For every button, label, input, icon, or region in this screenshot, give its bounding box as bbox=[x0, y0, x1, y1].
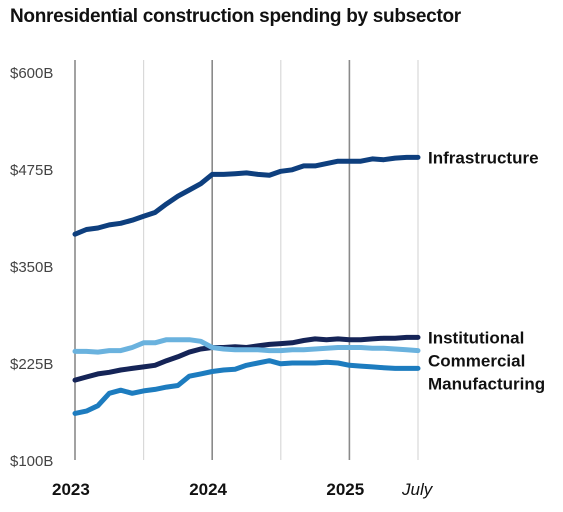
y-tick-label: $225B bbox=[10, 356, 53, 373]
y-tick-label: $475B bbox=[10, 162, 53, 179]
x-tick-label: 2024 bbox=[189, 480, 227, 499]
y-tick-label: $600B bbox=[10, 65, 53, 82]
series-label-institutional: Institutional bbox=[428, 328, 524, 347]
x-tick-label: 2025 bbox=[326, 480, 364, 499]
y-tick-label: $100B bbox=[10, 453, 53, 470]
series-labels: Infrastructure Institutional Commercial Man… bbox=[428, 148, 545, 393]
series-label-manufacturing: Manufacturing bbox=[428, 374, 545, 393]
series-lines bbox=[72, 154, 421, 416]
series-line-commercial bbox=[72, 337, 421, 355]
x-tick-label: 2023 bbox=[52, 480, 90, 499]
series-label-commercial: Commercial bbox=[428, 351, 525, 370]
y-tick-label: $350B bbox=[10, 259, 53, 276]
x-tick-label: July bbox=[401, 480, 434, 499]
y-axis-ticks: $100B $225B $350B $475B $600B bbox=[10, 65, 53, 470]
grid-lines bbox=[74, 60, 419, 460]
series-line-institutional bbox=[72, 334, 421, 383]
series-line-infrastructure bbox=[72, 154, 421, 237]
x-axis-ticks: 2023 2024 2025 July bbox=[52, 480, 434, 499]
chart-title: Nonresidential construction spending by … bbox=[10, 6, 461, 27]
series-line-manufacturing bbox=[72, 358, 421, 416]
series-label-infrastructure: Infrastructure bbox=[428, 148, 539, 167]
